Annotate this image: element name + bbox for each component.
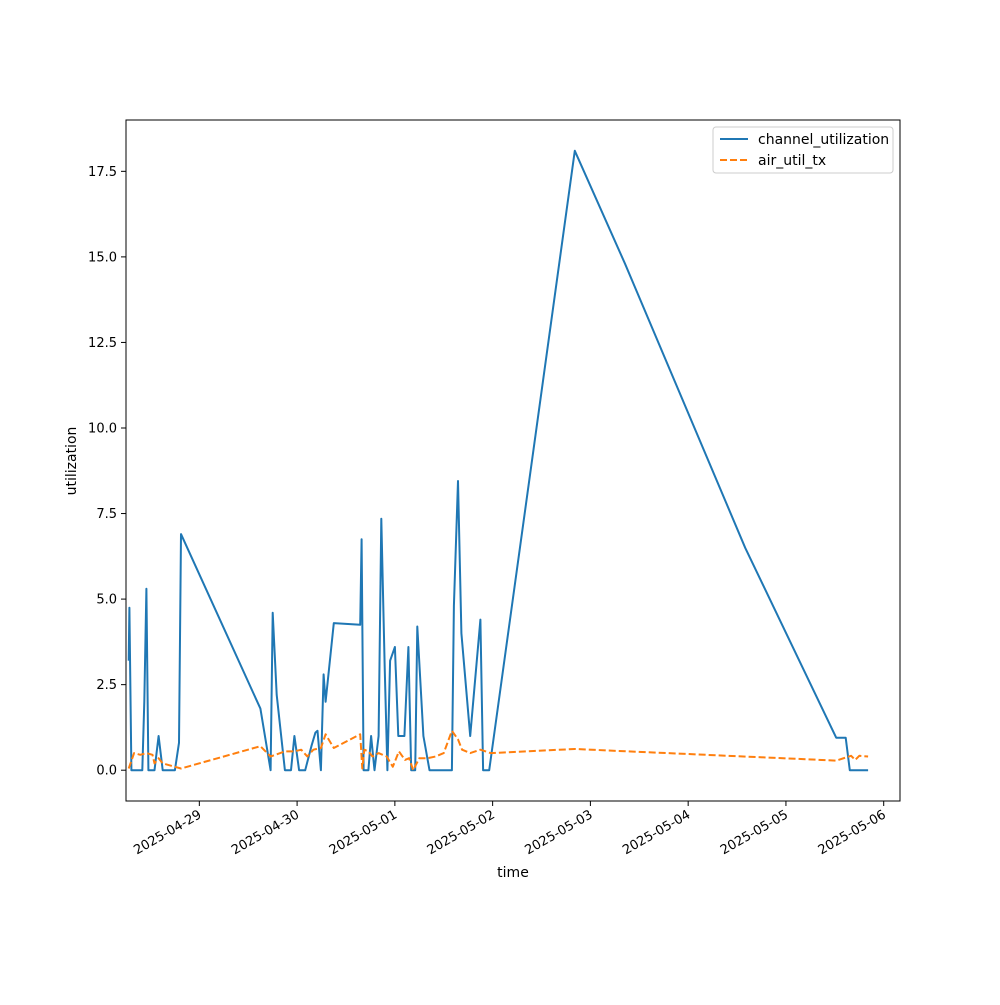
legend-label-channel-utilization: channel_utilization: [758, 132, 889, 148]
y-tick-label: 0.0: [96, 764, 117, 779]
x-tick-label: 2025-04-29: [131, 807, 204, 858]
y-tick-label: 7.5: [96, 507, 117, 522]
x-tick-label: 2025-05-05: [718, 807, 791, 858]
y-tick-label: 10.0: [88, 421, 117, 436]
y-tick-label: 12.5: [88, 336, 117, 351]
x-tick-label: 2025-05-03: [522, 807, 595, 858]
y-axis-label: utilization: [64, 427, 80, 496]
x-tick-label: 2025-04-30: [229, 807, 302, 858]
y-tick-label: 17.5: [88, 165, 117, 180]
x-tick-label: 2025-05-01: [327, 807, 400, 858]
plot-frame: [125, 119, 901, 802]
legend-label-air-util-tx: air_util_tx: [758, 153, 826, 169]
x-axis-ticks: 2025-04-29 2025-04-30 2025-05-01 2025-05-02…: [131, 801, 889, 858]
legend-box: [712, 126, 894, 174]
x-axis-label: time: [497, 865, 529, 881]
y-tick-label: 2.5: [96, 678, 117, 693]
y-axis-ticks: 0.0 2.5 5.0 7.5 10.0 12.5 15.0 17.5: [88, 165, 126, 779]
x-tick-label: 2025-05-06: [816, 807, 889, 858]
y-tick-label: 15.0: [88, 250, 117, 265]
series-line-channel-utilization: [127, 149, 869, 772]
x-tick-label: 2025-05-02: [425, 807, 498, 858]
y-tick-label: 5.0: [96, 593, 117, 608]
x-tick-label: 2025-05-04: [620, 807, 693, 858]
legend: channel_utilization air_util_tx: [712, 126, 894, 174]
series-line-air-util-tx: [127, 729, 869, 772]
